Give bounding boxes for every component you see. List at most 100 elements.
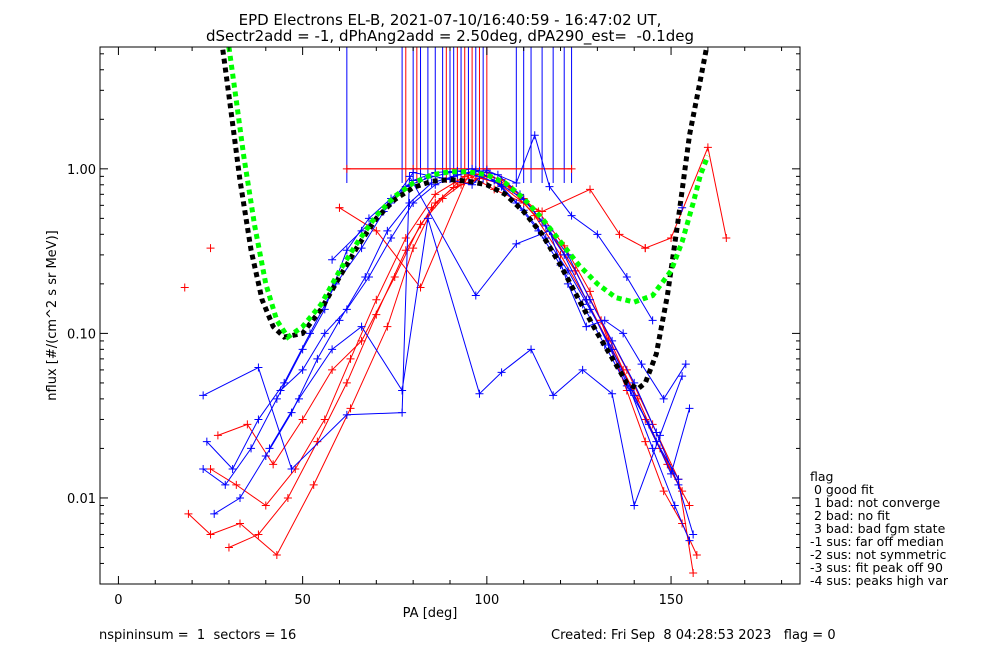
data-point xyxy=(342,410,351,419)
legend-item: -3 sus: fit peak off 90 xyxy=(810,560,943,575)
blue-series xyxy=(210,166,694,545)
data-point xyxy=(383,322,392,331)
data-point xyxy=(328,345,337,354)
data-point xyxy=(431,190,440,199)
black-series xyxy=(219,47,710,392)
data-point xyxy=(423,214,432,223)
data-point xyxy=(328,365,337,374)
series-line xyxy=(213,169,690,541)
data-point xyxy=(283,493,292,502)
data-point xyxy=(678,487,687,496)
legend-item: 2 bad: no fit xyxy=(810,508,890,523)
data-point xyxy=(199,391,208,400)
red-series xyxy=(335,143,731,292)
series-line xyxy=(280,170,679,480)
footer-right: Created: Fri Sep 8 04:28:53 2023 flag = … xyxy=(551,628,836,643)
data-point xyxy=(530,131,539,140)
legend-item: -2 sus: not symmetric xyxy=(810,547,947,562)
data-point xyxy=(313,354,322,363)
data-point xyxy=(685,501,694,510)
data-point xyxy=(678,372,687,381)
data-point xyxy=(272,551,281,560)
red-series xyxy=(213,173,694,510)
data-point xyxy=(372,226,381,235)
data-point xyxy=(254,530,263,539)
data-point xyxy=(298,365,307,374)
data-point xyxy=(383,226,392,235)
data-point xyxy=(342,305,351,314)
data-point xyxy=(641,244,650,253)
blue-series xyxy=(199,172,690,473)
data-point xyxy=(582,322,591,331)
footer-left: nspininsum = 1 sectors = 16 xyxy=(99,628,297,643)
series-line xyxy=(217,177,690,506)
data-point xyxy=(659,394,668,403)
data-point xyxy=(269,460,278,469)
isolated-points xyxy=(180,203,687,292)
data-point xyxy=(689,530,698,539)
data-point xyxy=(398,408,407,417)
data-point xyxy=(309,480,318,489)
red-series xyxy=(224,170,698,577)
data-point xyxy=(398,386,407,395)
data-point xyxy=(586,305,594,314)
data-point xyxy=(630,391,639,400)
data-point xyxy=(206,464,215,473)
y-tick-label: 0.10 xyxy=(67,327,96,342)
data-point xyxy=(335,203,344,212)
series-line xyxy=(202,170,694,535)
data-point xyxy=(545,182,554,191)
data-point xyxy=(409,244,418,253)
legend-item: -1 sus: far off median xyxy=(810,534,944,549)
data-point xyxy=(538,207,547,216)
data-point xyxy=(184,509,193,518)
x-tick-label: 150 xyxy=(659,593,684,608)
data-point xyxy=(199,464,208,473)
legend-item: -4 sus: peaks high var xyxy=(810,573,949,588)
data-point xyxy=(320,415,329,424)
data-point xyxy=(681,360,690,369)
data-point xyxy=(247,444,256,453)
x-tick-label: 50 xyxy=(294,593,311,608)
data-point xyxy=(372,295,381,304)
data-point xyxy=(387,233,396,242)
data-point xyxy=(221,480,230,489)
chart-title-line-1: EPD Electrons EL-B, 2021-07-10/16:40:59 … xyxy=(238,11,662,29)
legend-item: 0 good fit xyxy=(810,482,874,497)
data-point xyxy=(409,168,418,177)
data-point xyxy=(372,310,381,319)
data-point xyxy=(280,378,289,387)
data-point xyxy=(401,233,410,242)
data-point xyxy=(659,487,668,496)
data-point xyxy=(593,230,602,239)
data-point xyxy=(453,170,462,179)
data-point xyxy=(213,431,222,440)
fit-curve xyxy=(219,47,710,392)
data-point xyxy=(287,408,296,417)
data-point xyxy=(224,543,233,552)
data-point xyxy=(342,164,351,173)
data-point xyxy=(482,166,491,175)
data-point xyxy=(346,354,355,363)
data-point xyxy=(648,316,657,325)
data-point xyxy=(685,536,694,545)
red-series xyxy=(206,168,687,510)
fit-curve xyxy=(226,47,711,341)
data-point xyxy=(586,287,594,296)
data-point xyxy=(438,194,447,203)
data-point xyxy=(431,198,440,207)
data-point xyxy=(689,568,698,577)
blue-series xyxy=(265,214,687,510)
data-point xyxy=(357,336,366,345)
data-point xyxy=(637,360,646,369)
data-point xyxy=(475,389,484,398)
data-point xyxy=(298,415,307,424)
data-point xyxy=(202,437,211,446)
red-series xyxy=(184,172,701,560)
series-line xyxy=(269,218,683,508)
data-point xyxy=(656,431,664,440)
data-point xyxy=(567,164,576,173)
data-point xyxy=(254,363,263,372)
data-point xyxy=(236,519,244,528)
data-point xyxy=(560,250,569,259)
